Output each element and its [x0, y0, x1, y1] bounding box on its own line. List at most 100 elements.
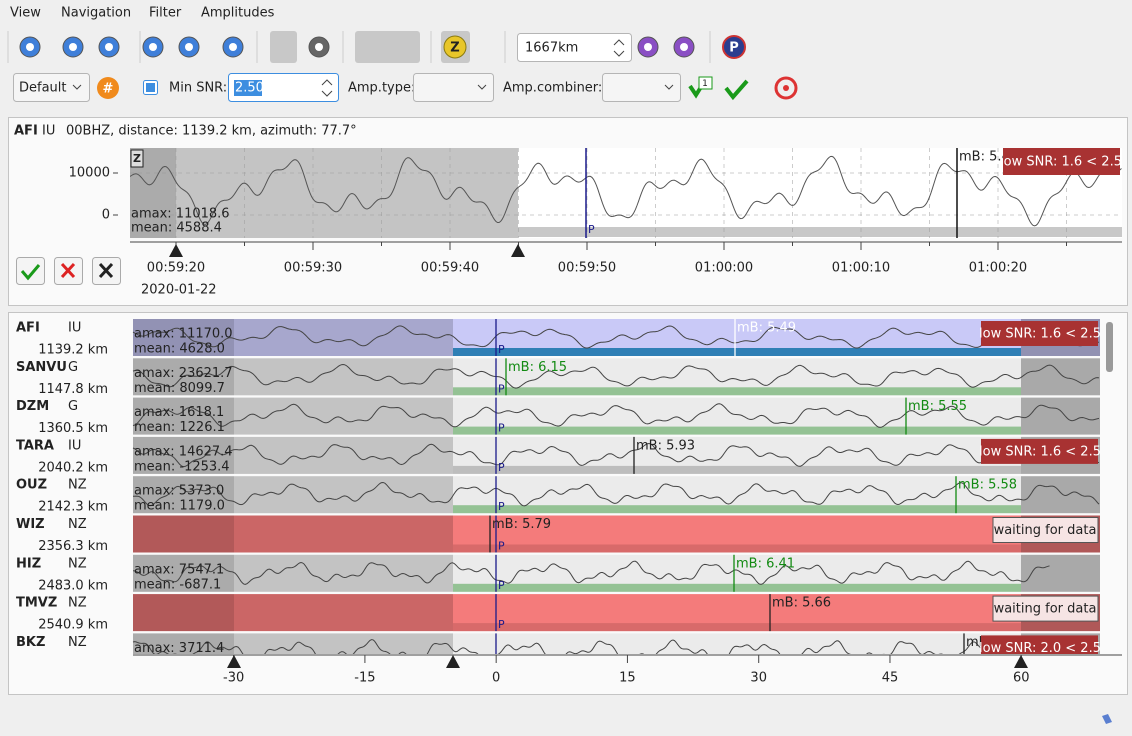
magnitude: mB: 5.79: [492, 517, 551, 532]
amp-combiner-label: Amp.combiner:: [503, 81, 602, 96]
toggle-bg: [355, 31, 420, 63]
network: NZ: [68, 596, 87, 611]
signal-bar: [453, 387, 1021, 395]
status: waiting for data: [994, 602, 1097, 617]
signal-bar: [453, 505, 1021, 513]
menu-item[interactable]: Filter: [149, 6, 182, 21]
distance: 2540.9 km: [38, 618, 108, 633]
status: low SNR: 1.6 < 2.5: [979, 327, 1101, 342]
x-tick-label: 15: [619, 671, 636, 686]
signal-bar: [453, 348, 1021, 356]
time-tick-label: 01:00:00: [695, 261, 753, 276]
magnitude: mB: 5.93: [636, 438, 695, 453]
distance: 1139.2 km: [38, 343, 108, 358]
distance: 2483.0 km: [38, 578, 108, 593]
station: SANVU: [16, 360, 67, 375]
station: OUZ: [16, 478, 47, 493]
phase: P: [498, 382, 505, 395]
amp-type-combo[interactable]: [414, 74, 494, 102]
x-tick-label: -15: [354, 671, 375, 686]
amax: amax: 7547.1: [134, 562, 224, 577]
time-tick-label: 00:59:50: [558, 261, 616, 276]
mean: mean: 8099.7: [134, 381, 225, 396]
pick-icon-letter: P: [729, 41, 739, 56]
magnitude: mB: 6.15: [508, 360, 567, 375]
mean: mean: 1226.1: [134, 420, 225, 435]
target-center: [783, 85, 789, 91]
detail-station: AFI: [14, 124, 38, 139]
x-tick-label: -30: [223, 671, 244, 686]
time-tick-label: 00:59:20: [147, 261, 205, 276]
x-tick-label: 45: [882, 671, 899, 686]
network: IU: [68, 321, 81, 336]
zoom-icon-letter: Z: [450, 41, 459, 56]
amax: amax: 23621.7: [134, 366, 233, 381]
time-tick-label: 01:00:10: [832, 261, 890, 276]
toggle-bg: [270, 31, 297, 63]
signal-bar: [453, 466, 1021, 474]
tool-button-glyph: [69, 43, 77, 51]
phase: P: [588, 223, 595, 236]
network: G: [68, 360, 78, 375]
amp-combiner-combo[interactable]: [603, 74, 681, 102]
signal-bar: [453, 545, 1021, 553]
magnitude: mB: 5.49: [737, 321, 796, 336]
date: 2020-01-22: [141, 283, 217, 298]
snr-check-fill: [146, 83, 155, 92]
min-snr-value: 2.50: [235, 81, 264, 96]
menu-item[interactable]: View: [10, 6, 41, 21]
mean: mean: -687.1: [134, 577, 221, 592]
menu-item[interactable]: Amplitudes: [201, 6, 275, 21]
preset-value: Default: [19, 81, 67, 96]
tool-button-glyph: [185, 43, 193, 51]
mean: mean: -1253.4: [134, 459, 230, 474]
x-tick-label: 30: [750, 671, 767, 686]
network: NZ: [68, 635, 87, 650]
min-snr-label: Min SNR:: [169, 81, 227, 96]
tool-button-glyph: [229, 43, 237, 51]
distance: 2356.3 km: [38, 539, 108, 554]
mean: mean: 4628.0: [134, 342, 225, 357]
scrollbar[interactable]: [1106, 322, 1113, 372]
phase: P: [498, 500, 505, 513]
magnitude: mB: 5.55: [908, 399, 967, 414]
amax: amax: 5373.0: [134, 484, 224, 499]
x-tick-label: 0: [492, 671, 500, 686]
time-tick-label: 01:00:20: [969, 261, 1027, 276]
y-tick-label: 10000: [69, 166, 110, 181]
signal-bar: [518, 227, 1122, 237]
tool-button-glyph: [644, 43, 652, 51]
detail-network: IU: [42, 124, 55, 139]
distance: 2142.3 km: [38, 500, 108, 515]
grid-icon: #: [103, 82, 114, 97]
signal-bar: [453, 584, 1021, 592]
status: waiting for data: [994, 523, 1097, 538]
station: TMVZ: [16, 596, 57, 611]
post-window: [1021, 358, 1100, 395]
amax: amax: 11170.0: [134, 327, 233, 342]
network: NZ: [68, 478, 87, 493]
time-tick-label: 00:59:30: [284, 261, 342, 276]
station: WIZ: [16, 517, 45, 532]
network: NZ: [68, 517, 87, 532]
y-tick-label: 0: [102, 208, 110, 223]
amax: amax: 14627.4: [134, 444, 233, 459]
tool-button-glyph: [105, 43, 113, 51]
status: low SNR: 1.6 < 2.5: [979, 444, 1101, 459]
tool-button-glyph: [315, 43, 323, 51]
menu-item[interactable]: Navigation: [61, 6, 131, 21]
station: AFI: [16, 321, 40, 336]
tool-button-glyph: [149, 43, 157, 51]
phase: P: [498, 540, 505, 553]
post-window: [1021, 555, 1100, 592]
mean: mean: 1179.0: [134, 499, 225, 514]
phase: P: [498, 579, 505, 592]
detail-mean: mean: 4588.4: [131, 221, 222, 236]
post-window: [1021, 476, 1100, 513]
action-button[interactable]: [17, 258, 45, 285]
magnitude: mB: 5.58: [958, 478, 1017, 493]
amax: amax: 1618.1: [134, 405, 224, 420]
distance: 1147.8 km: [38, 382, 108, 397]
